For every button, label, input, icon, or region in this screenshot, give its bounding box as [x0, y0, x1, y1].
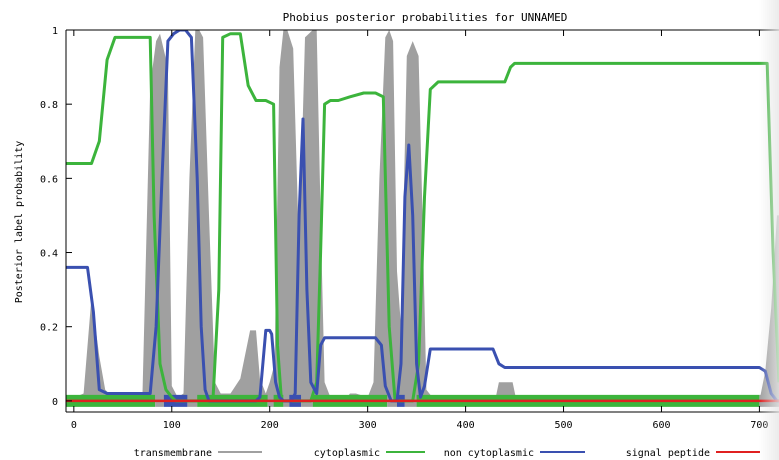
series-non-cytoplasmic-line [66, 30, 779, 403]
x-tick-label: 0 [71, 420, 77, 431]
x-tick-label: 100 [163, 420, 181, 431]
x-tick-label: 600 [652, 420, 670, 431]
y-tick-label: 1 [52, 26, 58, 37]
plot-area [66, 30, 779, 407]
y-tick-label: 0.4 [40, 249, 58, 260]
legend-label-signal-peptide: signal peptide [626, 448, 710, 459]
y-tick-label: 0.6 [40, 174, 58, 185]
legend: transmembrane cytoplasmic non cytoplasmic s… [134, 448, 760, 459]
legend-label-cytoplasmic: cytoplasmic [314, 448, 380, 459]
y-tick-label: 0.8 [40, 100, 58, 111]
y-tick-label: 0.2 [40, 323, 58, 334]
x-tick-label: 400 [457, 420, 475, 431]
y-axis-label: Posterior label probability [14, 141, 25, 304]
x-tick-label: 300 [359, 420, 377, 431]
axes: 0 0.2 0.4 0.6 0.8 1 0 100 200 300 400 500 600 700 [40, 26, 779, 431]
y-tick-label: 0 [52, 397, 58, 408]
legend-label-non-cytoplasmic: non cytoplasmic [444, 448, 534, 459]
x-tick-label: 700 [750, 420, 768, 431]
plot-inner [66, 30, 779, 407]
x-tick-label: 500 [555, 420, 573, 431]
legend-label-transmembrane: transmembrane [134, 448, 212, 459]
x-tick-label: 200 [261, 420, 279, 431]
chart-title: Phobius posterior probabilities for UNNA… [283, 11, 568, 24]
